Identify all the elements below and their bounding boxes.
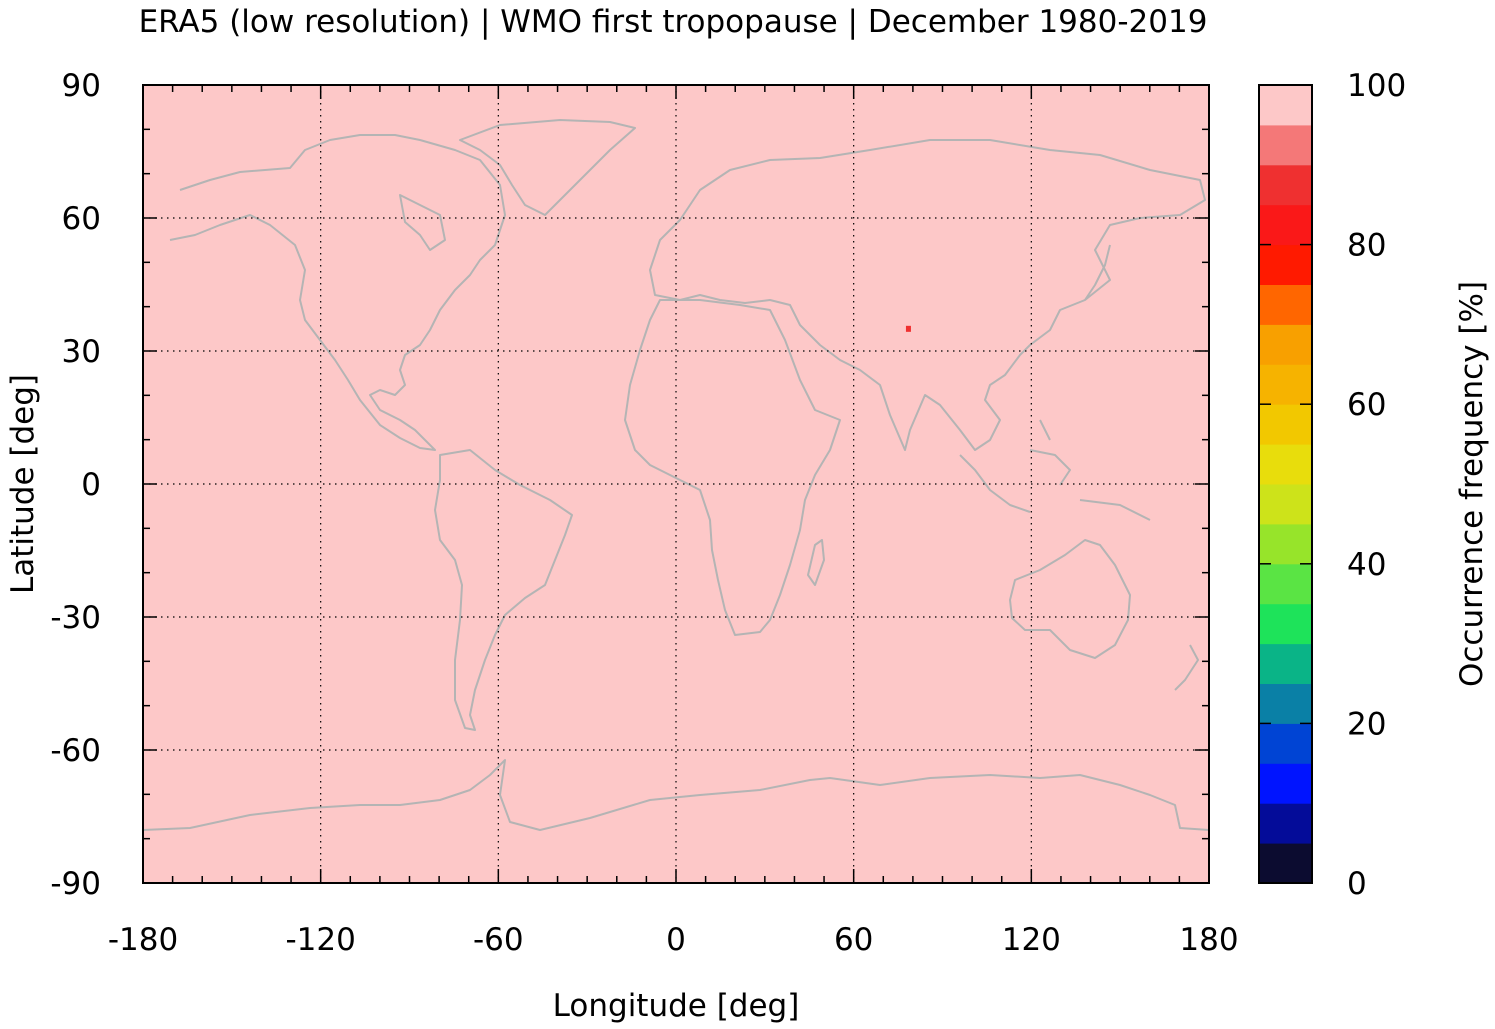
anomaly-cell	[905, 325, 911, 332]
hudson-bay-coastline	[399, 194, 446, 251]
new-zealand-coastline	[1174, 644, 1199, 691]
coastlines	[142, 119, 1210, 831]
y-tick-label: 60	[62, 201, 101, 237]
colorbar-band	[1259, 244, 1312, 285]
x-axis-label: Longitude [deg]	[553, 988, 800, 1024]
colorbar-band	[1259, 124, 1312, 166]
y-tick-label: -60	[50, 733, 101, 769]
y-tick-label: 0	[81, 467, 101, 503]
colorbar-band	[1259, 85, 1312, 126]
colorbar-band	[1259, 603, 1312, 645]
australia-coastline	[1009, 539, 1131, 659]
colorbar: 0 20 40 60 80 100 Occurrence frequency [%]	[1258, 68, 1490, 902]
colorbar-tick-label: 100	[1347, 68, 1406, 104]
x-tick-label: 0	[666, 922, 686, 958]
colorbar-band	[1259, 204, 1312, 246]
y-axis-label: Latitude [deg]	[5, 374, 41, 594]
colorbar-bands	[1259, 85, 1312, 884]
x-tick-label: 120	[1002, 922, 1061, 958]
madagascar-coastline	[807, 539, 825, 586]
colorbar-tick-label: 80	[1347, 228, 1386, 264]
x-axis: -180 -120 -60 0 60 120 180	[108, 922, 1239, 958]
colorbar-band	[1259, 803, 1312, 844]
minor-ticks	[142, 84, 1210, 884]
antarctica-coastline	[142, 759, 1210, 831]
colorbar-tick-label: 40	[1347, 547, 1386, 583]
colorbar-band	[1259, 563, 1312, 605]
y-tick-label: 90	[62, 68, 101, 104]
colorbar-band	[1259, 364, 1312, 405]
colorbar-tick-label: 60	[1347, 387, 1386, 423]
colorbar-band	[1259, 444, 1312, 485]
colorbar-band	[1259, 484, 1312, 525]
north-america-coastline	[169, 134, 506, 451]
south-america-coastline	[434, 449, 573, 731]
colorbar-band	[1259, 643, 1312, 684]
chart-title: ERA5 (low resolution) | WMO first tropop…	[139, 4, 1208, 40]
y-tick-label: 30	[62, 334, 101, 370]
x-tick-label: 180	[1179, 922, 1238, 958]
colorbar-band	[1259, 404, 1312, 445]
colorbar-band	[1259, 523, 1312, 565]
japan-coastline	[1084, 244, 1111, 301]
y-axis: -90 -60 -30 0 30 60 90	[50, 68, 101, 902]
colorbar-band	[1259, 683, 1312, 724]
southeast-asia-islands-coastline	[959, 419, 1151, 521]
colorbar-band	[1259, 723, 1312, 764]
colorbar-label: Occurrence frequency [%]	[1454, 281, 1490, 687]
africa-coastline	[624, 299, 841, 636]
plot-area	[142, 84, 1210, 884]
colorbar-band	[1259, 324, 1312, 365]
colorbar-ticks: 0 20 40 60 80 100	[1259, 68, 1406, 902]
y-tick-label: -90	[50, 866, 101, 902]
colorbar-tick-label: 0	[1347, 866, 1367, 902]
eurasia-coastline	[649, 139, 1206, 451]
anomaly-cells	[905, 325, 911, 332]
greenland-coastline	[459, 119, 636, 216]
y-tick-label: -30	[50, 600, 101, 636]
x-tick-label: -120	[285, 922, 355, 958]
colorbar-tick-label: 20	[1347, 706, 1386, 742]
colorbar-band	[1259, 164, 1312, 206]
grid-lines	[143, 85, 1209, 883]
x-tick-label: -180	[108, 922, 178, 958]
colorbar-band	[1259, 763, 1312, 804]
colorbar-band	[1259, 843, 1312, 884]
x-tick-label: 60	[834, 922, 873, 958]
colorbar-frame	[1258, 84, 1313, 884]
colorbar-band	[1259, 284, 1312, 325]
x-tick-label: -60	[473, 922, 524, 958]
